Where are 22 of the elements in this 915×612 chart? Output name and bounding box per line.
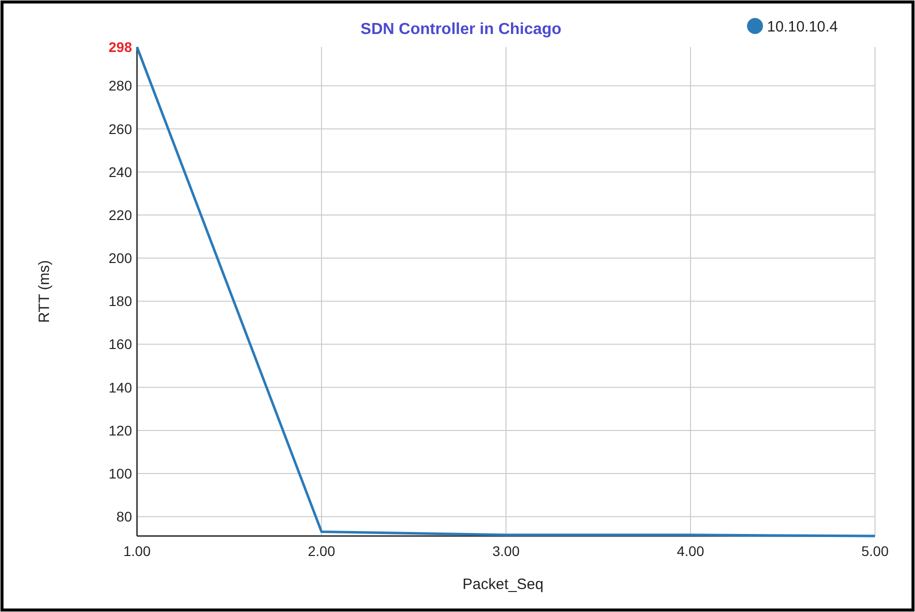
y-tick-label: 260 bbox=[108, 120, 132, 137]
x-tick-label: 4.00 bbox=[676, 543, 704, 559]
y-tick-label: 100 bbox=[108, 465, 132, 482]
x-axis-title: Packet_Seq bbox=[462, 576, 544, 593]
chart-title: SDN Controller in Chicago bbox=[360, 21, 562, 38]
y-tick-label: 200 bbox=[108, 250, 132, 266]
x-tick-label: 2.00 bbox=[308, 543, 336, 559]
y-tick-label: 240 bbox=[108, 164, 132, 180]
y-tick-label: 220 bbox=[108, 206, 132, 223]
x-tick-label: 1.00 bbox=[123, 543, 151, 559]
line-series bbox=[136, 46, 876, 538]
y-tick-label: 180 bbox=[108, 293, 132, 310]
x-tick-label: 5.00 bbox=[861, 543, 889, 559]
y-tick-label: 80 bbox=[116, 508, 132, 525]
y-axis-title: RTT (ms) bbox=[36, 260, 53, 323]
legend-label: 10.10.10.4 bbox=[767, 18, 838, 36]
y-tick-label: 140 bbox=[108, 379, 132, 396]
y-tick-label: 160 bbox=[108, 336, 132, 352]
y-tick-label: 120 bbox=[108, 422, 132, 438]
y-tick-label: 280 bbox=[108, 78, 132, 94]
y-tick-label: 298 bbox=[108, 38, 132, 55]
x-tick-label: 3.00 bbox=[492, 543, 520, 559]
